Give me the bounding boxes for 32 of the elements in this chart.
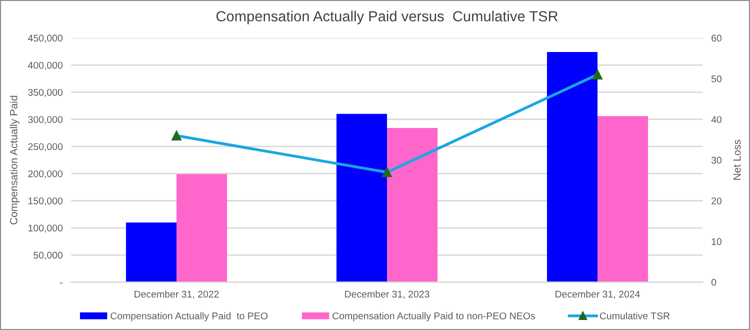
bar: [387, 128, 438, 282]
y2-axis-title: Net Loss: [733, 140, 741, 180]
y2-tick-label: 10: [712, 238, 722, 246]
y-tick-label: 400,000: [28, 62, 63, 70]
y2-tick-label: 20: [712, 197, 722, 204]
legend-label: Cumulative TSR: [600, 312, 670, 320]
legend-label: Compensation Actually Paid to non-PEO NEOs: [332, 312, 535, 322]
y-tick-label: -: [60, 282, 62, 284]
y-tick-label: 50,000: [34, 252, 63, 260]
bar: [546, 52, 598, 282]
bar: [176, 174, 228, 282]
bar: [336, 114, 387, 282]
y-tick-label: 450,000: [28, 34, 63, 43]
y-tick-label: 350,000: [28, 88, 63, 97]
x-tick-label: December 31, 2024: [556, 290, 640, 299]
y-tick-label: 100,000: [28, 224, 63, 233]
y-tick-label: 300,000: [28, 116, 63, 124]
chart-title: Compensation Actually Paid versus Cumulative TSR: [216, 10, 558, 24]
y2-tick-label: 50: [711, 75, 722, 82]
x-tick-label: December 31, 2022: [134, 290, 219, 299]
bar: [126, 222, 176, 282]
y-tick-label: 150,000: [28, 197, 63, 206]
y2-tick-label: 60: [712, 34, 722, 42]
y-tick-label: 200,000: [28, 170, 63, 178]
y2-tick-label: 0: [711, 278, 716, 286]
y2-tick-label: 40: [711, 116, 722, 123]
legend-label: Compensation Actually Paid to PEO: [110, 312, 268, 322]
x-tick-label: December 31, 2023: [345, 290, 430, 299]
y2-tick-label: 30: [711, 156, 722, 164]
bar: [598, 116, 648, 282]
y-tick-label: 250,000: [28, 143, 63, 152]
y-axis-title: Compensation Actually Paid: [10, 96, 20, 224]
